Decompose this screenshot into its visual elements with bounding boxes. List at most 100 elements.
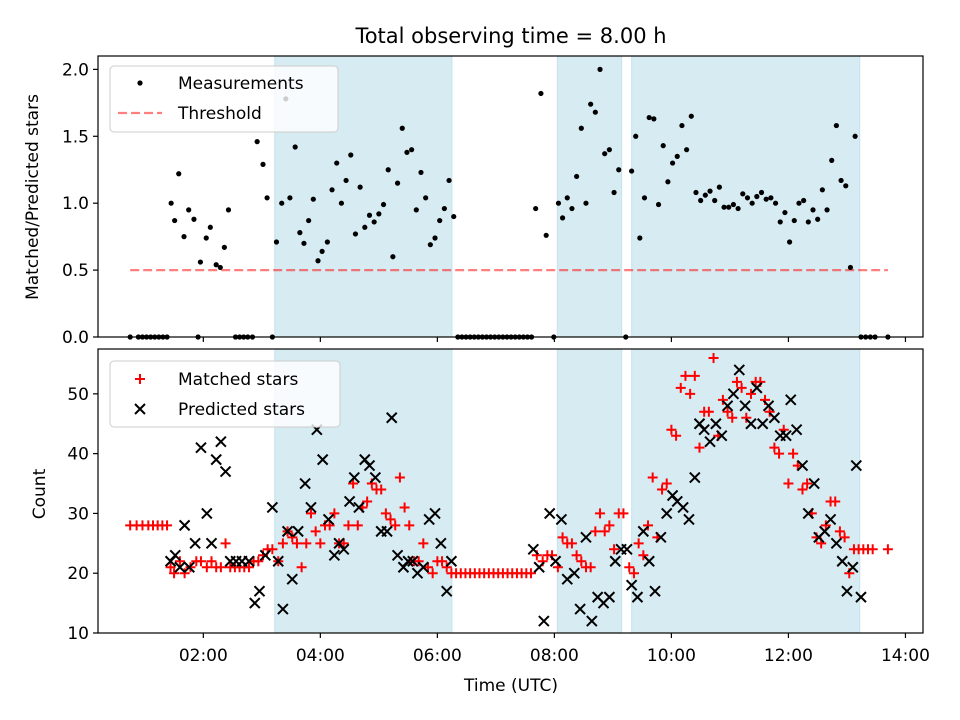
predicted-star-point [292,525,304,538]
measurement-point [441,205,447,212]
predicted-star-point [555,513,568,526]
matched-star-point [624,562,635,573]
measurement-point [533,205,539,212]
predicted-star-point [322,513,335,526]
matched-star-point [643,520,653,531]
matched-star-point [301,538,312,549]
matched-star-point [220,538,231,549]
matched-star-point [174,556,185,567]
measurement-point [641,195,648,201]
predicted-star-point [328,549,341,561]
measurement-point [273,239,280,245]
measurement-point [186,207,192,213]
measurement-point [446,177,452,184]
matched-star-point [394,472,405,483]
predicted-star-point [631,591,644,603]
predicted-star-point [353,501,365,514]
matched-star-point [689,370,700,381]
axes-frame [97,55,924,338]
predicted-star-point [625,579,638,591]
matched-star-point [343,520,354,531]
predicted-star-point [205,537,218,550]
measurement-point [684,147,690,153]
measurement-point [688,113,694,119]
measurement-point [555,200,562,206]
x-tick-label: 12:00 [764,646,813,666]
matched-star-point [590,526,601,537]
measurement-point [357,184,363,190]
measurement-point [338,200,345,206]
observing-span [556,348,623,634]
matched-star-point [727,412,738,423]
matched-star-point [437,556,448,567]
measurement-point [777,219,783,225]
matched-star-point [741,412,752,423]
measurement-point [637,235,643,241]
predicted-star-point [704,435,716,448]
predicted-star-point [169,549,181,561]
matched-star-point [376,484,387,495]
matched-star-point [647,472,658,483]
measurement-point [191,216,197,222]
measurement-point [343,177,349,184]
predicted-star-point [253,585,266,597]
predicted-star-point [201,507,213,520]
predicted-star-point [698,424,710,436]
matched-star-point [830,496,841,507]
matched-star-point [267,544,278,555]
measurement-point [578,125,584,131]
legend-label: Matched stars [178,370,298,390]
measurement-point [287,195,293,201]
predicted-star-point [830,537,843,550]
matched-star-point [609,544,620,555]
matched-star-point [390,520,401,531]
predicted-star-point [299,477,311,490]
y-tick-label: 1.0 [62,194,89,214]
matched-star-point [243,562,254,573]
matched-star-point [165,562,176,573]
matched-star-point [633,538,644,549]
predicted-star-point [538,615,550,627]
measurement-point [833,122,840,129]
predicted-star-point [841,585,853,597]
matched-star-point [576,556,587,567]
matched-star-point [685,388,696,399]
matched-star-point [296,562,307,573]
predicted-star-point [316,453,329,466]
matched-star-point [675,382,686,393]
legend-label: Measurements [178,74,304,94]
measurement-point [254,139,260,145]
matched-star-point [413,556,424,567]
measurement-point [674,153,680,159]
predicted-star-point [189,537,201,550]
measurement-point [366,212,373,218]
predicted-star-point [391,549,404,561]
measurement-point [409,147,415,153]
matched-star-point [820,520,831,531]
predicted-star-point [850,459,863,472]
measurement-point [334,160,340,166]
predicted-star-point [739,400,751,412]
measurement-point [264,195,270,201]
x-tick-label: 06:00 [413,646,462,666]
measurement-point [838,177,844,184]
measurement-point [721,204,727,210]
measurement-point [437,217,443,224]
predicted-star-point [677,501,689,514]
matched-star-point [525,568,536,579]
measurement-point [707,188,713,194]
observing-span [631,348,861,634]
measurement-point [310,196,316,202]
measurement-point [385,167,391,173]
measurement-point [279,200,285,206]
figure-title: Total observing time = 8.00 h [354,24,666,48]
matched-star-point [769,442,780,453]
predicted-star-point [417,561,430,573]
predicted-star-point [649,585,661,597]
matched-star-point [557,532,568,543]
predicted-star-point [836,555,848,567]
matched-star-point [291,538,302,549]
ratio-panel: 0.0 0.5 1.0 1.5 2.0 Measurements Threshold [62,55,924,348]
y-tick-label: 20 [67,564,89,584]
measurement-point [538,90,544,97]
